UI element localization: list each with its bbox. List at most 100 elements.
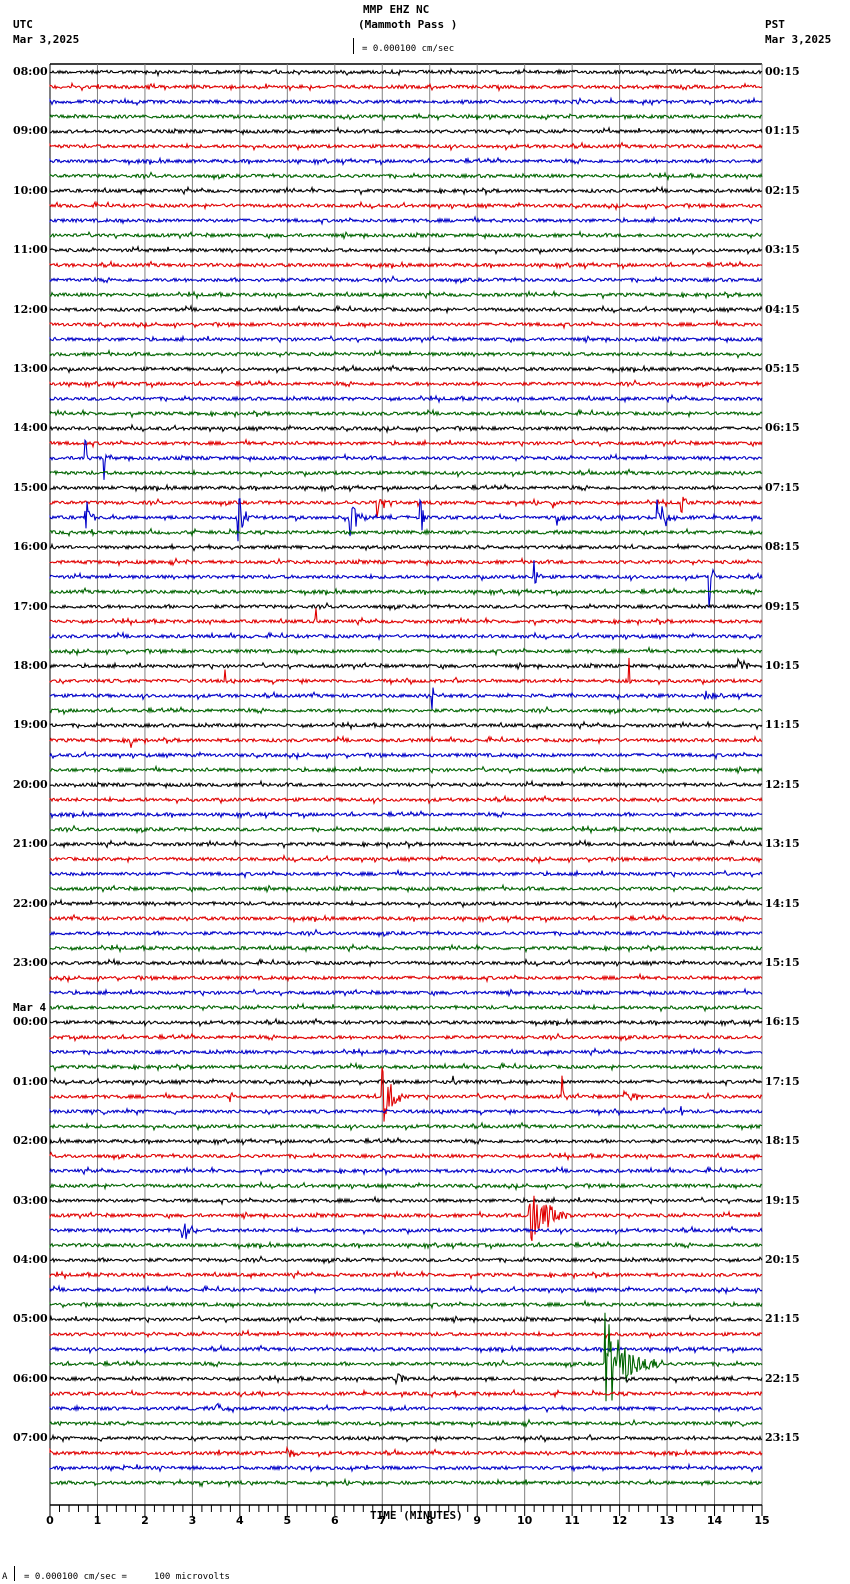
trace-row xyxy=(49,348,763,360)
trace-row xyxy=(49,1255,763,1265)
trace-row xyxy=(49,556,763,568)
trace-row xyxy=(49,215,763,226)
trace-row xyxy=(49,1151,763,1162)
trace-row xyxy=(49,734,763,748)
trace-row xyxy=(49,1195,763,1242)
trace-row xyxy=(49,259,763,271)
trace-row xyxy=(49,126,763,137)
trace-row xyxy=(49,467,763,479)
pst-time-label: 20:15 xyxy=(765,1253,800,1266)
utc-time-label: 21:00 xyxy=(13,837,48,851)
x-tick-label: 0 xyxy=(46,1514,54,1527)
trace-row xyxy=(49,1106,763,1117)
trace-row xyxy=(49,928,763,939)
station-location: (Mammoth Pass ) xyxy=(358,18,458,31)
pst-time-label: 02:15 xyxy=(765,183,800,197)
trace-row xyxy=(49,1328,762,1340)
trace-row xyxy=(49,112,763,122)
pst-time-label: 21:15 xyxy=(765,1312,800,1326)
x-axis-label: TIME (MINUTES) xyxy=(370,1509,463,1522)
trace-row xyxy=(49,645,763,657)
trace-row xyxy=(49,750,763,761)
utc-time-label: 00:00 xyxy=(13,1015,48,1029)
trace-row xyxy=(49,1269,763,1281)
trace-row xyxy=(49,779,763,790)
footer-scale-bar-icon xyxy=(14,1566,19,1581)
trace-row xyxy=(49,542,763,552)
utc-time-label: 15:00 xyxy=(13,480,48,494)
trace-row xyxy=(49,898,763,909)
trace-row xyxy=(49,275,763,285)
utc-time-label: 09:00 xyxy=(13,124,48,138)
trace-row xyxy=(49,319,763,331)
utc-time-label: 01:00 xyxy=(13,1074,48,1088)
trace-row xyxy=(49,379,763,389)
trace-row xyxy=(49,1240,763,1251)
trace-row xyxy=(49,1180,763,1192)
utc-time-label: 19:00 xyxy=(13,718,48,732)
utc-time-label: 04:00 xyxy=(13,1253,48,1266)
pst-time-label: 17:15 xyxy=(765,1074,800,1088)
trace-row xyxy=(49,304,763,315)
trace-row xyxy=(49,423,763,434)
pst-time-label: 04:15 xyxy=(765,302,800,316)
pst-time-label: 06:15 xyxy=(765,421,800,435)
right-date: Mar 3,2025 xyxy=(765,33,832,46)
footer-scale-legend: = 0.000100 cm/sec = 100 microvolts xyxy=(24,1572,230,1582)
utc-time-label: 03:00 xyxy=(13,1193,48,1207)
trace-row xyxy=(49,720,763,731)
trace-row xyxy=(49,687,763,710)
utc-time-label: 22:00 xyxy=(13,896,48,910)
trace-row xyxy=(49,185,763,197)
trace-row xyxy=(49,630,763,642)
trace-row xyxy=(49,141,763,152)
trace-row xyxy=(49,1462,763,1473)
utc-time-label: 14:00 xyxy=(13,421,48,435)
trace-row xyxy=(49,883,763,894)
trace-row xyxy=(49,794,763,805)
utc-time-label: 06:00 xyxy=(13,1371,48,1385)
trace-row xyxy=(49,1223,763,1240)
utc-time-label: 16:00 xyxy=(13,540,48,554)
footer-prefix: A xyxy=(2,1572,8,1582)
pst-time-label: 12:15 xyxy=(765,777,800,791)
pst-time-label: 05:15 xyxy=(765,362,800,375)
trace-row xyxy=(49,764,763,775)
utc-time-label: 11:00 xyxy=(13,243,48,257)
trace-row xyxy=(49,942,763,954)
pst-time-label: 00:15 xyxy=(765,65,800,78)
pst-time-label: 10:15 xyxy=(765,659,800,672)
x-tick-label: 1 xyxy=(93,1514,102,1527)
trace-row xyxy=(49,657,763,671)
right-timezone: PST xyxy=(765,18,785,31)
station-title: MMP EHZ NC xyxy=(363,3,430,16)
trace-row xyxy=(49,1418,763,1429)
trace-row xyxy=(49,1061,763,1073)
trace-row xyxy=(49,437,763,449)
pst-time-label: 08:15 xyxy=(765,540,800,554)
utc-time-label: 18:00 xyxy=(13,659,48,672)
trace-row xyxy=(49,496,763,518)
x-tick-label: 10 xyxy=(517,1514,533,1527)
trace-row xyxy=(49,408,763,419)
trace-row xyxy=(49,1314,762,1325)
trace-row xyxy=(49,1344,763,1355)
pst-time-label: 16:15 xyxy=(765,1015,800,1029)
x-tick-label: 9 xyxy=(473,1514,482,1527)
trace-row xyxy=(49,608,763,627)
trace-row xyxy=(49,972,763,984)
trace-row xyxy=(49,1075,763,1088)
trace-row xyxy=(49,171,763,182)
trace-row xyxy=(49,868,763,880)
utc-date-label: Mar 4 xyxy=(13,1001,47,1015)
trace-row xyxy=(49,657,763,687)
trace-row xyxy=(49,1046,763,1058)
trace-row xyxy=(49,586,763,597)
trace-row xyxy=(49,363,763,375)
utc-time-label: 12:00 xyxy=(13,302,48,316)
trace-row xyxy=(49,1388,763,1399)
trace-row xyxy=(49,1312,763,1402)
trace-row xyxy=(49,1032,763,1043)
left-timezone: UTC xyxy=(13,18,33,31)
